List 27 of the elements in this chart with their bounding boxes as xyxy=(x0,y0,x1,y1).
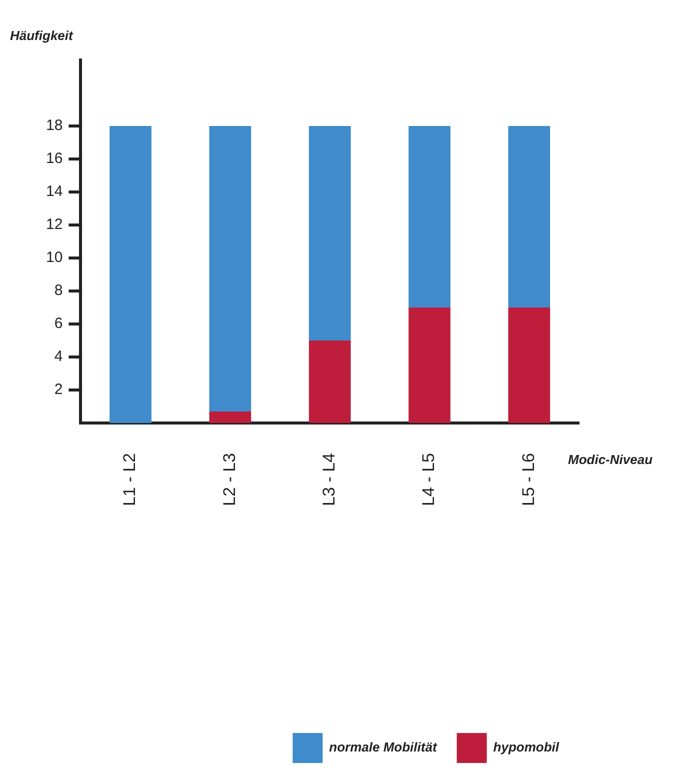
x-tick-label: L2 - L3 xyxy=(220,453,239,506)
bar xyxy=(308,126,351,340)
y-tick-label: 10 xyxy=(46,249,63,266)
x-tick-label: L1 - L2 xyxy=(120,453,140,506)
x-tick-label: L4 - L5 xyxy=(419,453,438,506)
bar xyxy=(408,126,450,308)
bar xyxy=(110,126,152,423)
y-tick-label: 14 xyxy=(46,183,63,200)
bar xyxy=(209,411,252,423)
y-tick-label: 16 xyxy=(46,150,63,168)
x-tick-label: L5 - L6 xyxy=(518,453,538,506)
legend-label: normale Mobilität xyxy=(329,740,438,755)
y-tick-label: 18 xyxy=(46,117,63,134)
legend-label: hypomobil xyxy=(493,740,560,755)
x-tick-label: L3 - L4 xyxy=(320,453,339,506)
y-tick-label: 12 xyxy=(46,216,63,234)
y-tick-label: 4 xyxy=(54,348,63,366)
bar xyxy=(308,340,351,423)
y-tick-label: 6 xyxy=(54,315,63,332)
bar xyxy=(408,308,450,423)
bar xyxy=(209,126,252,412)
bar xyxy=(508,126,550,308)
y-tick-label: 8 xyxy=(54,282,63,300)
y-tick-label: 2 xyxy=(54,381,63,398)
bar xyxy=(508,308,550,423)
y-axis-title: Häufigkeit xyxy=(10,28,73,43)
x-axis-title: Modic-Niveau xyxy=(568,452,653,467)
